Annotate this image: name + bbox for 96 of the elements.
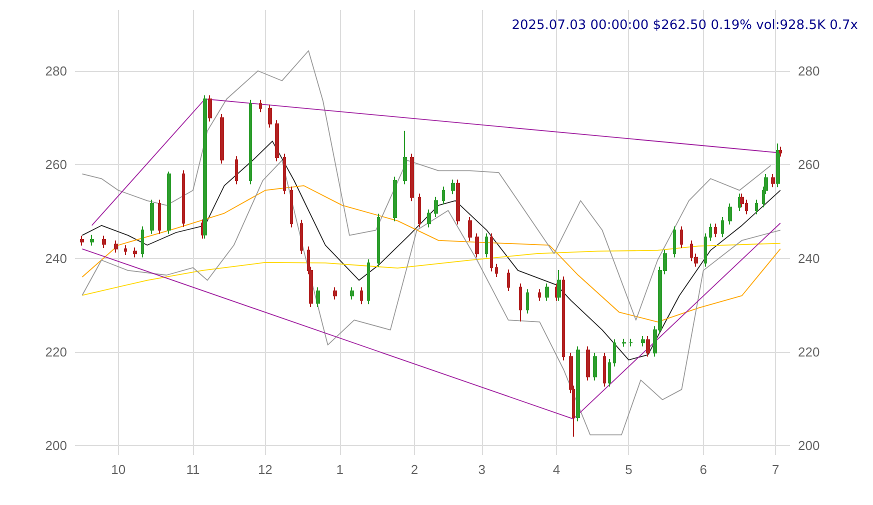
- candlestick: [182, 170, 185, 228]
- candlestick: [646, 336, 650, 358]
- candlestick: [613, 338, 616, 367]
- candlestick: [728, 202, 732, 226]
- x-tick-label: 10: [111, 462, 126, 477]
- candlestick: [576, 346, 580, 422]
- candlestick: [300, 219, 303, 255]
- y2-tick-label: 220: [798, 344, 820, 360]
- candlestick: [485, 232, 488, 258]
- candlestick: [603, 352, 606, 388]
- y-tick-label: 220: [45, 344, 67, 360]
- candlestick: [641, 336, 645, 347]
- candlestick: [167, 171, 171, 234]
- candlestick: [526, 288, 529, 314]
- candlestick: [545, 283, 549, 302]
- candlestick: [776, 143, 780, 188]
- x-tick-label: 12: [258, 462, 272, 477]
- candlestick: [360, 286, 363, 305]
- x-tick-label: 4: [552, 462, 560, 477]
- candlestick: [586, 346, 590, 382]
- candlestick: [158, 199, 161, 234]
- candlestick: [475, 232, 479, 258]
- candlestick: [133, 246, 137, 258]
- candlestick: [495, 263, 498, 278]
- x-tick-label: 1: [336, 462, 344, 477]
- candlestick: [410, 153, 414, 202]
- candlestick: [203, 94, 207, 240]
- x-tick-label: 5: [625, 462, 632, 477]
- y-tick-label: 240: [45, 250, 67, 266]
- candlestick: [434, 196, 438, 218]
- text: 2025.07.03 00:00:00 $262.50 0.19% vol:928.5K 0.7x: [512, 18, 858, 33]
- y2-tick-label: 200: [798, 438, 820, 454]
- candlestick: [755, 199, 758, 215]
- candlestick: [367, 258, 370, 305]
- candlestick: [593, 352, 597, 382]
- x-tick-label: 2: [410, 462, 418, 477]
- x-tick-label: 11: [186, 462, 200, 477]
- candlestick: [562, 276, 565, 361]
- line-series: [82, 185, 781, 322]
- candlestick: [393, 176, 397, 222]
- candlestick: [208, 94, 212, 122]
- candlestick: [333, 286, 337, 300]
- x-tick-label: 3: [478, 462, 486, 477]
- candlestick: [124, 244, 127, 256]
- x-tick-label: 7: [772, 462, 780, 477]
- candlestick: [403, 130, 407, 185]
- candlestick: [490, 232, 493, 272]
- candlestick: [141, 226, 144, 258]
- candlestick: [102, 235, 106, 248]
- line-series: [82, 140, 781, 360]
- candlestick: [235, 156, 238, 185]
- y2-tick-label: 280: [798, 63, 820, 78]
- y-tick-label: 200: [45, 438, 67, 454]
- candlestick: [275, 120, 279, 162]
- y2-tick-label: 260: [798, 157, 820, 172]
- candlestick: [680, 226, 683, 248]
- candlestick: [268, 104, 272, 128]
- candlestick: [714, 223, 717, 238]
- candlestick: [90, 234, 94, 246]
- candlestick: [673, 226, 676, 258]
- line-series: [82, 160, 781, 436]
- candlestick: [249, 99, 252, 185]
- candlestick: [220, 113, 224, 164]
- y2-tick-label: 240: [798, 250, 820, 266]
- candlestick: [290, 186, 293, 228]
- candlestick: [350, 286, 354, 300]
- candlestick: [259, 99, 262, 113]
- y-tick-label: 260: [45, 157, 67, 172]
- line-series: [82, 242, 781, 296]
- candlestick: [557, 269, 561, 302]
- candlestick: [451, 179, 455, 195]
- candlestick: [427, 209, 431, 228]
- candlestick: [377, 213, 380, 268]
- candlestick: [283, 153, 286, 195]
- candlestick: [80, 235, 84, 246]
- candlestick: [316, 286, 320, 308]
- candlestick: [442, 186, 445, 205]
- candlestick: [150, 199, 154, 234]
- candlestick: [114, 240, 118, 254]
- candlestick: [468, 216, 472, 242]
- y-tick-label: 280: [45, 63, 67, 78]
- x-tick-label: 6: [700, 462, 707, 477]
- candlestick: [629, 338, 633, 347]
- candlestick: [456, 179, 460, 226]
- candlestick: [709, 223, 712, 242]
- candlestick: [418, 193, 421, 228]
- candlestick: [771, 173, 775, 188]
- candlestick: [622, 338, 626, 348]
- candlestick: [538, 288, 541, 302]
- candlestick: [507, 269, 510, 292]
- candlestick: [779, 146, 782, 158]
- candlestick: [704, 232, 707, 268]
- candlestick: [519, 283, 522, 322]
- candlestick: [721, 216, 724, 238]
- candlestick: [608, 358, 611, 388]
- line-series: [82, 50, 772, 321]
